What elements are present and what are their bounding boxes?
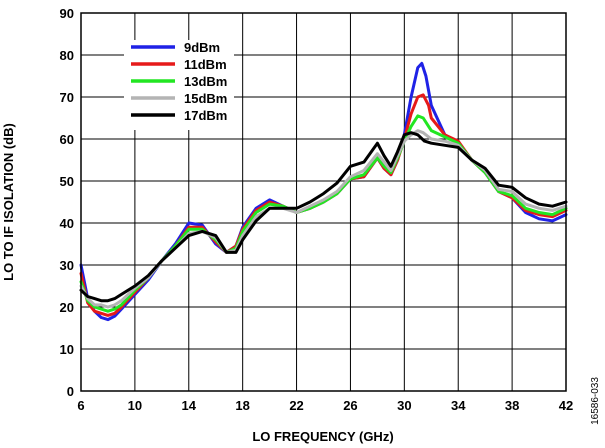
y-tick-label: 20 <box>60 300 74 315</box>
y-tick-label: 30 <box>60 258 74 273</box>
x-axis-label: LO FREQUENCY (GHz) <box>252 429 393 444</box>
x-tick-label: 14 <box>182 398 197 413</box>
y-tick-label: 80 <box>60 48 74 63</box>
legend-label: 17dBm <box>184 108 227 123</box>
y-tick-label: 40 <box>60 216 74 231</box>
y-tick-label: 70 <box>60 90 74 105</box>
x-tick-label: 26 <box>343 398 357 413</box>
x-tick-label: 38 <box>505 398 519 413</box>
x-tick-label: 30 <box>397 398 411 413</box>
y-tick-label: 60 <box>60 132 74 147</box>
x-tick-label: 42 <box>559 398 573 413</box>
legend: 9dBm 11dBm 13dBm 15dBm 17dBm <box>131 40 227 123</box>
figure-code: 16586-033 <box>590 377 601 425</box>
y-tick-label: 50 <box>60 174 74 189</box>
legend-label: 15dBm <box>184 91 227 106</box>
legend-label: 13dBm <box>184 74 227 89</box>
series-layer <box>79 61 568 322</box>
legend-label: 11dBm <box>184 57 227 72</box>
x-tick-label: 34 <box>451 398 466 413</box>
y-tick-label: 0 <box>67 384 74 399</box>
x-tick-label: 6 <box>77 398 84 413</box>
y-tick-label: 90 <box>60 6 74 21</box>
tick-labels: 6 10 14 18 22 26 30 34 38 42 0 10 20 30 40 50 60 70 80 90 <box>60 6 574 413</box>
plot-frame <box>80 12 567 392</box>
x-tick-label: 22 <box>289 398 303 413</box>
x-tick-label: 18 <box>235 398 249 413</box>
y-tick-label: 10 <box>60 342 74 357</box>
legend-label: 9dBm <box>184 40 220 55</box>
x-tick-label: 10 <box>128 398 142 413</box>
y-axis-label: LO TO IF ISOLATION (dB) <box>1 123 16 281</box>
series-line-17dbm <box>79 131 568 303</box>
